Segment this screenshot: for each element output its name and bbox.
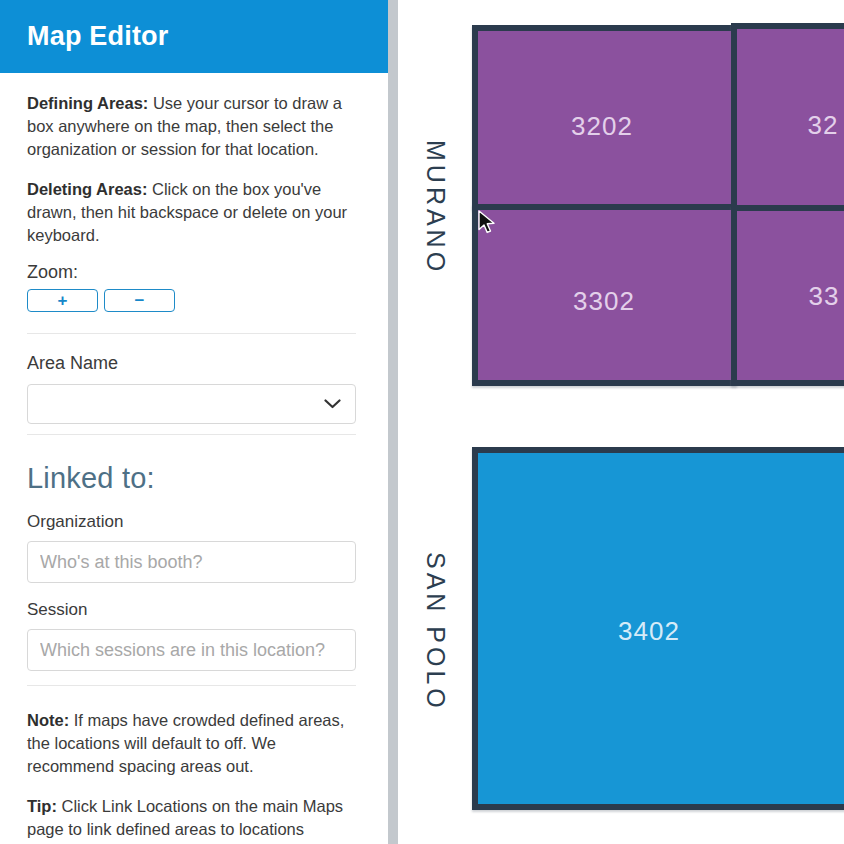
map-area-3402[interactable] xyxy=(472,447,844,810)
zoom-out-button[interactable]: − xyxy=(104,289,175,312)
sidebar: Map Editor Defining Areas: Use your curs… xyxy=(0,0,388,844)
plus-icon: + xyxy=(58,292,68,310)
area-name-select[interactable] xyxy=(27,384,356,424)
note-text: If maps have crowded defined areas, the … xyxy=(27,711,344,775)
note-lead: Note: xyxy=(27,711,69,729)
linked-to-heading: Linked to: xyxy=(27,462,356,495)
deleting-areas-help: Deleting Areas: Click on the box you've … xyxy=(27,178,356,247)
defining-areas-lead: Defining Areas: xyxy=(27,94,148,112)
tip-help: Tip: Click Link Locations on the main Ma… xyxy=(27,795,356,844)
organization-input[interactable] xyxy=(27,541,356,583)
map-area-32xx-top[interactable] xyxy=(731,23,844,212)
minus-icon: − xyxy=(135,292,145,310)
area-name-label: Area Name xyxy=(27,353,356,374)
sidebar-header: Map Editor xyxy=(0,0,388,73)
deleting-areas-lead: Deleting Areas: xyxy=(27,180,147,198)
divider xyxy=(27,333,356,334)
sidebar-content: Defining Areas: Use your cursor to draw … xyxy=(0,92,388,844)
zoom-in-button[interactable]: + xyxy=(27,289,98,312)
sidebar-scrollbar[interactable] xyxy=(388,0,398,844)
organization-label: Organization xyxy=(27,512,356,532)
map-area-33xx-bottom[interactable] xyxy=(731,205,844,386)
map-area-3202[interactable] xyxy=(472,25,737,210)
page-title: Map Editor xyxy=(27,21,169,52)
note-help: Note: If maps have crowded defined areas… xyxy=(27,709,356,778)
tip-lead: Tip: xyxy=(27,797,57,815)
map-editor-page: Map Editor Defining Areas: Use your curs… xyxy=(0,0,844,844)
tip-text: Click Link Locations on the main Maps pa… xyxy=(27,797,343,844)
divider xyxy=(27,685,356,686)
divider xyxy=(27,434,356,435)
zoom-label: Zoom: xyxy=(27,262,356,283)
session-label: Session xyxy=(27,600,356,620)
chevron-down-icon xyxy=(324,395,341,413)
map-area-3302[interactable] xyxy=(472,204,737,386)
defining-areas-help: Defining Areas: Use your cursor to draw … xyxy=(27,92,356,161)
zoom-controls: + − xyxy=(27,289,356,312)
session-input[interactable] xyxy=(27,629,356,671)
